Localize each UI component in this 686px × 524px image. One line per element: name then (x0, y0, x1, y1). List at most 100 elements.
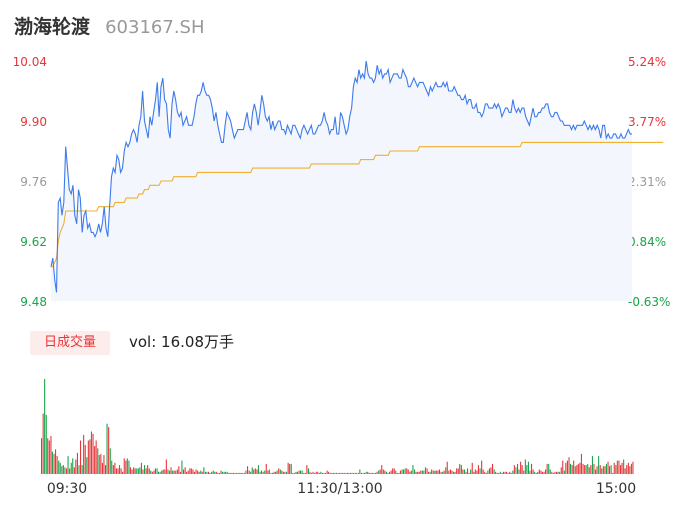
volume-bar (172, 470, 174, 474)
volume-bar (140, 462, 142, 474)
volume-bar (627, 462, 629, 474)
volume-bar (254, 468, 256, 474)
volume-bar (195, 469, 197, 474)
volume-bar (55, 449, 57, 474)
volume-bar (50, 436, 52, 474)
volume-bar (317, 471, 319, 474)
volume-bar (548, 463, 550, 474)
volume-bar (403, 469, 405, 474)
volume-bar (357, 472, 359, 474)
volume-bar (420, 470, 422, 474)
volume-bar (498, 472, 500, 474)
volume-bar (190, 468, 192, 474)
volume-bar (311, 472, 313, 474)
volume-bar (73, 467, 75, 474)
volume-bar (584, 465, 586, 474)
volume-bar (481, 460, 483, 474)
volume-badge[interactable]: 日成交量 (30, 331, 110, 355)
volume-bar (518, 469, 520, 474)
volume-bar (549, 469, 551, 474)
volume-bar (53, 453, 55, 474)
volume-bar (616, 460, 618, 474)
volume-bar (587, 463, 589, 474)
volume-bar (390, 470, 392, 474)
volume-bar (251, 467, 253, 474)
volume-bar (381, 465, 383, 474)
volume-bar (97, 448, 99, 474)
volume-bar (264, 470, 266, 474)
volume-bar (556, 471, 558, 474)
volume-bar (446, 461, 448, 474)
volume-bar (557, 471, 559, 474)
volume-bar (449, 469, 451, 474)
volume-bar (613, 462, 615, 474)
volume-bar (610, 465, 612, 474)
pct-tick-label: -0.63% (628, 295, 671, 309)
volume-bar (515, 467, 517, 474)
volume-bar (250, 471, 252, 474)
volume-bar (538, 469, 540, 474)
volume-bar (290, 463, 292, 474)
volume-bar (371, 472, 373, 474)
pct-tick-label: 2.31% (628, 175, 667, 189)
volume-bar (331, 472, 333, 474)
volume-bar (440, 471, 442, 474)
volume-bar (284, 471, 286, 474)
volume-bar (145, 468, 147, 474)
volume-bar (387, 472, 389, 474)
volume-bar (292, 472, 294, 474)
volume-bar (399, 470, 401, 474)
volume-bar (92, 433, 94, 474)
volume-bar (415, 471, 417, 474)
volume-bar (178, 466, 180, 474)
volume-bar (524, 459, 526, 474)
volume-bar (103, 455, 105, 474)
volume-bar (304, 472, 306, 474)
volume-bar (173, 470, 175, 474)
volume-bar (346, 472, 348, 474)
volume-bar (354, 472, 356, 474)
volume-bar (83, 434, 85, 474)
volume-bar (385, 471, 387, 474)
volume-bar (332, 472, 334, 474)
volume-bar (321, 472, 323, 474)
volume-bar (220, 470, 222, 474)
volume-bar (112, 465, 114, 474)
volume-bar (114, 462, 116, 474)
volume-bar (84, 444, 86, 474)
volume-bar (67, 456, 69, 474)
volume-bar (445, 467, 447, 474)
volume-bar (375, 472, 377, 474)
volume-bar (621, 462, 623, 474)
volume-bar (598, 456, 600, 474)
volume-bar (275, 471, 277, 474)
volume-bar (325, 472, 327, 474)
volume-bar (69, 468, 71, 474)
stock-header: 渤海轮渡 603167.SH (14, 12, 205, 40)
volume-bar (200, 470, 202, 474)
stock-code: 603167.SH (105, 17, 205, 38)
volume-bar (326, 470, 328, 474)
volume-bar (236, 472, 238, 474)
volume-bar (217, 472, 219, 474)
volume-bar (546, 463, 548, 474)
volume-bar (156, 468, 158, 474)
volume-bar (532, 469, 534, 474)
volume-bar (607, 461, 609, 474)
volume-bar (504, 471, 506, 474)
volume-bar (376, 471, 378, 474)
volume-bar (471, 462, 473, 474)
volume-bar (602, 466, 604, 474)
volume-bar (412, 465, 414, 474)
volume-bar (256, 469, 258, 474)
volume-bar (417, 471, 419, 474)
volume-bar (76, 452, 78, 474)
volume-bar (398, 472, 400, 474)
volume-bar (596, 466, 598, 474)
price-tick-label: 9.62 (20, 235, 47, 249)
volume-bar (484, 471, 486, 474)
volume-bar (154, 468, 156, 474)
volume-bar (463, 469, 465, 474)
volume-bar (229, 472, 231, 474)
volume-bar (360, 472, 362, 474)
